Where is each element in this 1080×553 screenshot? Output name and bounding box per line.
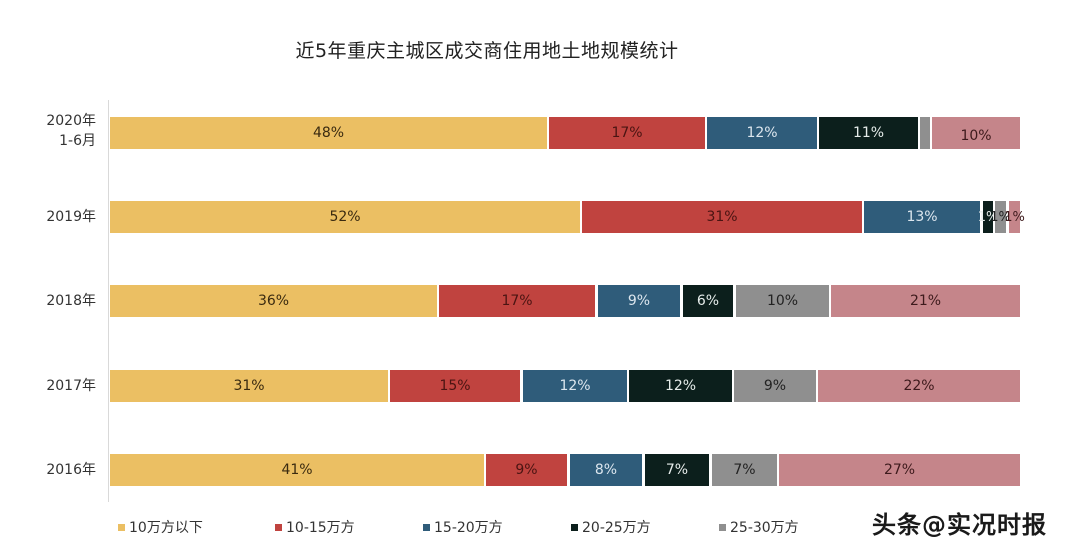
bar-segment-20-25[interactable]: 6%	[683, 285, 733, 317]
segment-label: 1%	[977, 209, 999, 225]
bar-segment-20-25[interactable]: 7%	[645, 454, 709, 486]
bar-segment-over-30[interactable]: 10%	[932, 117, 1020, 149]
row-label-2018: 2018年	[20, 291, 96, 311]
bar-segment-20-25[interactable]: 11%	[819, 117, 918, 149]
bar-segment-over-30[interactable]: 21%	[831, 285, 1020, 317]
row-label-line1: 2019年	[46, 209, 96, 225]
legend-label: 25-30万方	[730, 520, 799, 536]
row-label-line1: 2020年	[46, 113, 96, 129]
segment-label: 17%	[611, 125, 643, 141]
legend-swatch-icon	[423, 523, 430, 531]
segment-label: 27%	[883, 462, 916, 478]
legend-item-25-30[interactable]: 25-30万方	[719, 517, 799, 537]
bar-segment-10-15[interactable]: 15%	[390, 370, 520, 402]
watermark: 头条@实况时报	[866, 505, 1053, 540]
segment-label: 6%	[696, 293, 720, 309]
bar-segment-20-25[interactable]: 1%	[978, 201, 998, 233]
segment-label: 17%	[501, 293, 533, 309]
legend-item-10-15[interactable]: 10-15万方	[275, 517, 355, 537]
segment-label: 1%	[1004, 209, 1025, 225]
bar-segment-under-10[interactable]: 52%	[110, 201, 580, 233]
row-label-line1: 2016年	[46, 462, 96, 478]
bar-row-2017: 31% 15% 12% 12% 9% 22%	[0, 370, 1080, 402]
bar-segment-15-20[interactable]: 8%	[570, 454, 642, 486]
segment-label: 9%	[515, 462, 538, 478]
legend-label: 15-20万方	[434, 520, 503, 536]
segment-label: 48%	[312, 125, 345, 141]
segment-label: 21%	[909, 293, 942, 309]
chart-title: 近5年重庆主城区成交商住用地土地规模统计	[0, 36, 1080, 63]
bar-segment-15-20[interactable]: 9%	[598, 285, 680, 317]
bar-segment-25-30[interactable]	[920, 117, 930, 149]
segment-label: 9%	[627, 293, 651, 309]
category-axis-line	[108, 100, 109, 502]
row-label-2017: 2017年	[20, 376, 96, 396]
segment-label: 12%	[746, 125, 778, 141]
row-label-line1: 2017年	[46, 378, 96, 394]
segment-label: 10%	[960, 128, 992, 144]
bar-row-2019: 52% 31% 13% 1% 1% 1%	[0, 201, 1080, 233]
bar-segment-10-15[interactable]: 9%	[486, 454, 567, 486]
segment-label: 7%	[665, 462, 689, 478]
bar-segment-25-30[interactable]: 10%	[736, 285, 829, 317]
row-label-2019: 2019年	[20, 207, 96, 227]
segment-label: 41%	[281, 462, 313, 478]
bar-segment-over-30[interactable]: 27%	[779, 454, 1020, 486]
bar-row-2018: 36% 17% 9% 6% 10% 21%	[0, 285, 1080, 317]
row-label-2016: 2016年	[20, 460, 96, 480]
legend-label: 20-25万方	[582, 520, 651, 536]
bar-segment-25-30[interactable]: 1%	[990, 201, 1011, 233]
bar-segment-under-10[interactable]: 48%	[110, 117, 547, 149]
segment-label: 15%	[439, 378, 471, 394]
bar-segment-25-30[interactable]: 9%	[734, 370, 816, 402]
legend-swatch-icon	[275, 523, 282, 531]
segment-label: 22%	[903, 378, 935, 394]
segment-label: 7%	[733, 462, 756, 478]
bar-segment-under-10[interactable]: 36%	[110, 285, 437, 317]
bar-segment-over-30[interactable]: 1%	[1004, 201, 1025, 233]
bar-segment-10-15[interactable]: 17%	[439, 285, 595, 317]
segment-label: 1%	[990, 209, 1011, 225]
bar-segment-25-30[interactable]: 7%	[712, 454, 777, 486]
bar-segment-over-30[interactable]: 22%	[818, 370, 1020, 402]
bar-segment-under-10[interactable]: 41%	[110, 454, 484, 486]
bar-segment-20-25[interactable]: 12%	[629, 370, 732, 402]
segment-label: 9%	[763, 378, 787, 394]
segment-label: 13%	[906, 209, 938, 225]
legend-label: 10-15万方	[286, 520, 355, 536]
segment-label: 11%	[852, 125, 885, 141]
legend-swatch-icon	[118, 523, 125, 531]
segment-label: 8%	[594, 462, 618, 478]
legend-item-20-25[interactable]: 20-25万方	[571, 517, 651, 537]
bar-segment-15-20[interactable]: 13%	[864, 201, 980, 233]
segment-label: 36%	[257, 293, 290, 309]
legend-item-under-10[interactable]: 10万方以下	[118, 517, 203, 537]
bar-row-2020: 48% 17% 12% 11% 10%	[0, 117, 1080, 149]
segment-label: 31%	[706, 209, 738, 225]
segment-label: 12%	[559, 378, 591, 394]
bar-segment-10-15[interactable]: 31%	[582, 201, 862, 233]
legend-item-15-20[interactable]: 15-20万方	[423, 517, 503, 537]
legend-label: 10万方以下	[129, 520, 203, 536]
bar-segment-15-20[interactable]: 12%	[523, 370, 627, 402]
segment-label: 10%	[766, 293, 799, 309]
row-label-line1: 2018年	[46, 293, 96, 309]
bar-segment-under-10[interactable]: 31%	[110, 370, 388, 402]
bar-segment-10-15[interactable]: 17%	[549, 117, 705, 149]
bar-segment-15-20[interactable]: 12%	[707, 117, 817, 149]
row-label-line2: 1-6月	[59, 133, 96, 149]
legend-swatch-icon	[571, 523, 578, 531]
bar-row-2016: 41% 9% 8% 7% 7% 27%	[0, 454, 1080, 486]
segment-label: 12%	[664, 378, 697, 394]
row-label-2020: 2020年 1-6月	[20, 111, 96, 151]
chart-title-text: 近5年重庆主城区成交商住用地土地规模统计	[295, 40, 679, 62]
segment-label: 31%	[233, 378, 265, 394]
segment-label: 52%	[329, 209, 361, 225]
legend-swatch-icon	[719, 523, 726, 531]
